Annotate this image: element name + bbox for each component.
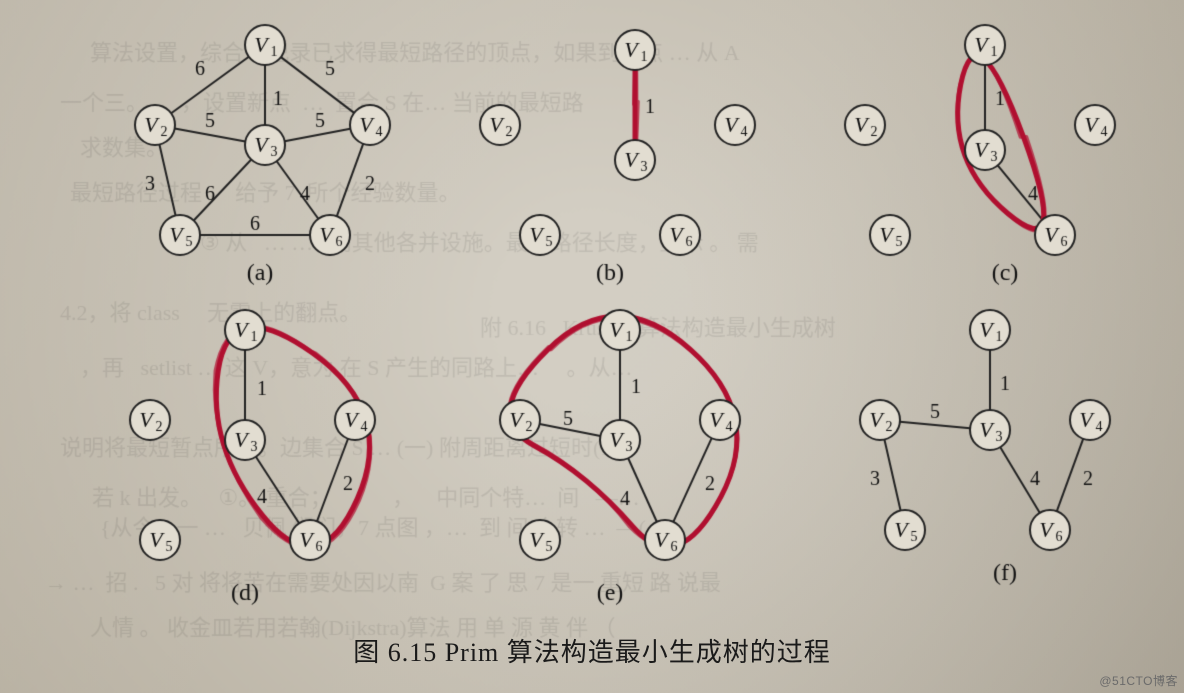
watermark-text: @51CTO博客 xyxy=(1099,672,1178,689)
figure-caption: 图 6.15 Prim 算法构造最小生成树的过程 xyxy=(0,632,1184,669)
diagram-canvas xyxy=(0,0,1184,693)
